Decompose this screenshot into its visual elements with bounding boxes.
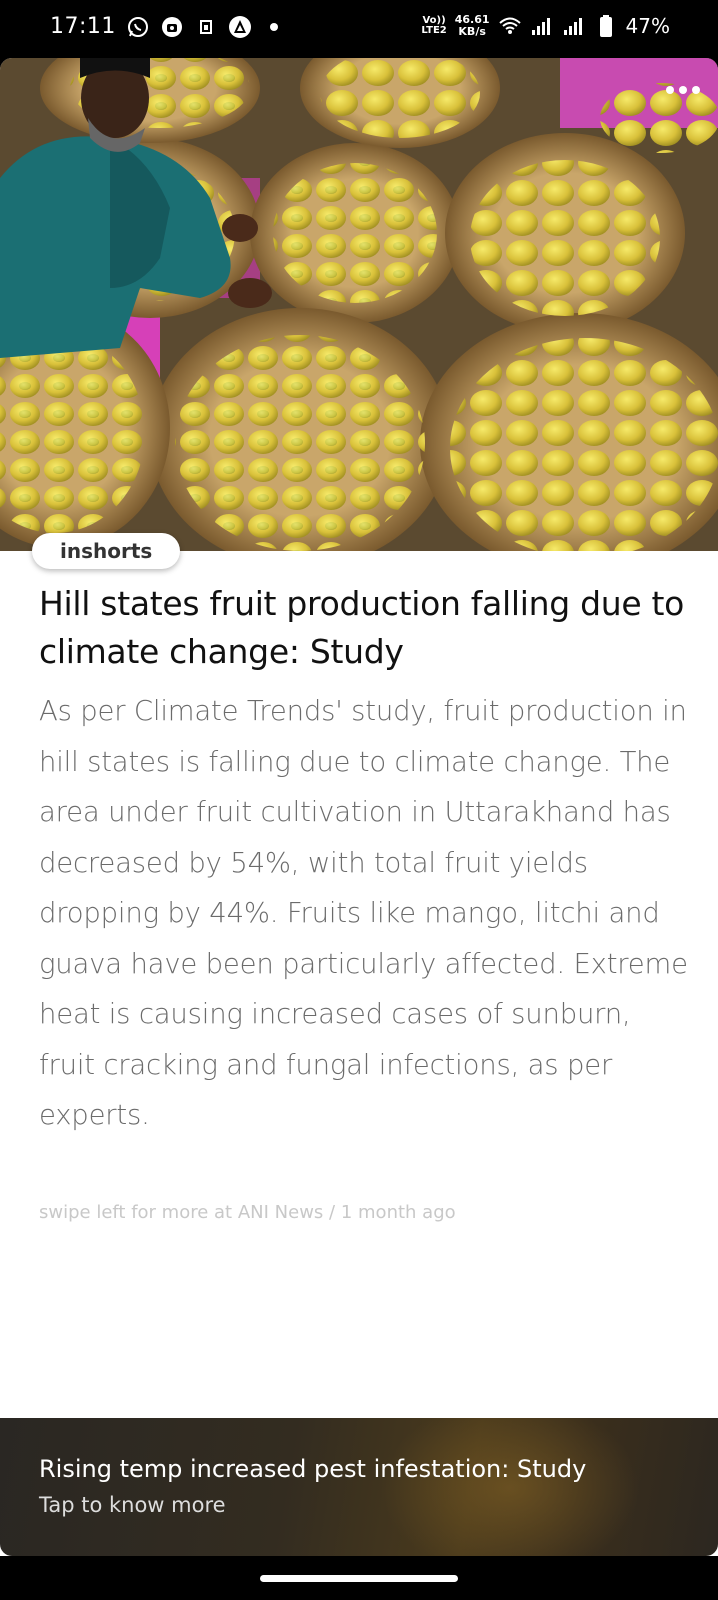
volte-indicator: Vo)) LTE2 [421, 16, 446, 36]
signal-icon-2 [562, 14, 586, 38]
net-speed: 46.61 KB/s [455, 14, 490, 38]
news-card[interactable]: inshorts Hill states fruit production fa… [0, 58, 718, 1556]
byline-source-link[interactable]: ANI News [237, 1202, 324, 1223]
dot-icon [262, 15, 286, 39]
related-story-card[interactable]: Rising temp increased pest infestation: … [0, 1418, 718, 1556]
battery-icon [594, 14, 618, 38]
volte-bottom-label: LTE2 [421, 25, 447, 36]
status-right-group: Vo)) LTE2 46.61 KB/s 47% [421, 14, 670, 39]
article-headline: Hill states fruit production falling due… [39, 584, 685, 671]
related-story-title: Rising temp increased pest infestation: … [39, 1455, 587, 1483]
article-byline[interactable]: swipe left for more at ANI News / 1 mont… [39, 1202, 456, 1223]
related-story-cta: Tap to know more [39, 1493, 226, 1517]
whatsapp-icon [126, 15, 150, 39]
byline-prefix: swipe left for more at [39, 1202, 233, 1223]
signal-icon-1 [530, 14, 554, 38]
volte-top-label: Vo)) [422, 15, 446, 26]
more-dot-icon [692, 86, 700, 94]
camera-app-icon [160, 15, 184, 39]
article-body: As per Climate Trends' study, fruit prod… [39, 695, 688, 1131]
more-dot-icon [666, 86, 674, 94]
byline-separator: / [329, 1202, 336, 1223]
status-time: 17:11 [50, 14, 116, 39]
net-speed-unit: KB/s [458, 25, 486, 38]
article-hero-image[interactable] [0, 58, 718, 551]
more-dot-icon [679, 86, 687, 94]
source-pill[interactable]: inshorts [32, 533, 181, 569]
triangle-app-icon [228, 15, 252, 39]
status-left-group: 17:11 [50, 14, 286, 39]
status-bar: 17:11 Vo)) LTE2 46.61 KB/s [0, 0, 718, 58]
battery-percent: 47% [625, 14, 670, 38]
wifi-icon [498, 14, 522, 38]
sim-card-icon [194, 15, 218, 39]
home-indicator[interactable] [260, 1575, 458, 1582]
card-glow [380, 1418, 640, 1556]
byline-time: 1 month ago [340, 1202, 456, 1223]
net-speed-value: 46.61 [454, 13, 490, 26]
more-options-button[interactable] [666, 86, 700, 94]
